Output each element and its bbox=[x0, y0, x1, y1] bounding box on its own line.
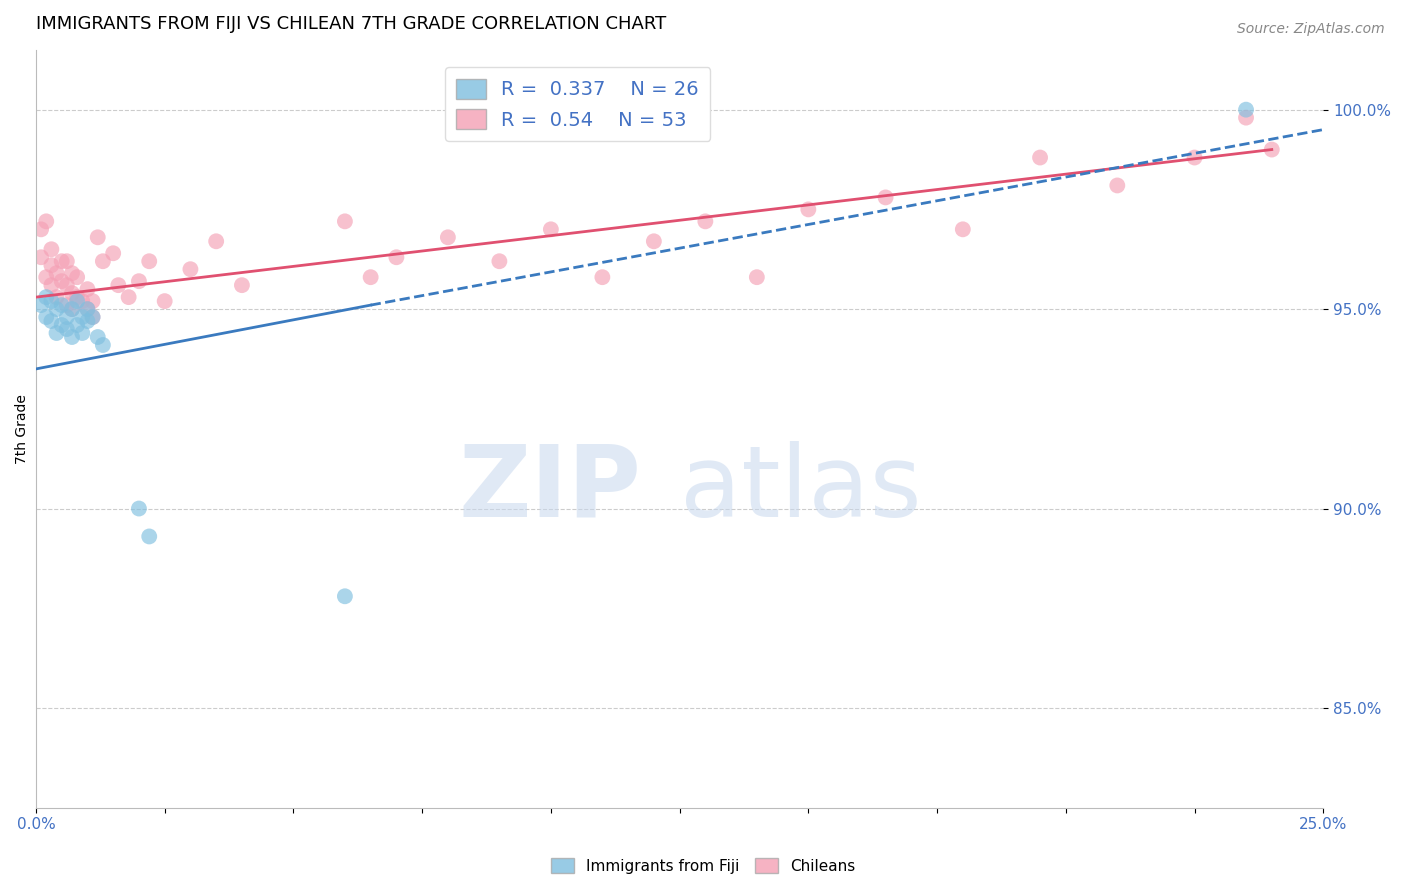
Point bbox=[35, 214, 58, 228]
Legend: R =  0.337    N = 26, R =  0.54    N = 53: R = 0.337 N = 26, R = 0.54 N = 53 bbox=[444, 67, 710, 141]
Point bbox=[87, 230, 110, 244]
Point bbox=[76, 302, 98, 317]
Point bbox=[56, 254, 79, 268]
Point bbox=[60, 330, 83, 344]
Point bbox=[488, 254, 510, 268]
Point bbox=[138, 254, 160, 268]
Point bbox=[35, 310, 58, 324]
Point bbox=[82, 294, 104, 309]
Point bbox=[138, 529, 160, 543]
Point bbox=[56, 278, 79, 293]
Point bbox=[51, 254, 73, 268]
Y-axis label: 7th Grade: 7th Grade bbox=[15, 394, 30, 464]
Point bbox=[591, 270, 613, 285]
Point bbox=[51, 318, 73, 332]
Point bbox=[35, 270, 58, 285]
Point bbox=[875, 190, 897, 204]
Point bbox=[76, 282, 98, 296]
Point bbox=[107, 278, 129, 293]
Legend: Immigrants from Fiji, Chileans: Immigrants from Fiji, Chileans bbox=[544, 852, 862, 880]
Point bbox=[66, 318, 89, 332]
Point bbox=[51, 274, 73, 288]
Point bbox=[695, 214, 717, 228]
Point bbox=[952, 222, 974, 236]
Point bbox=[205, 235, 228, 249]
Point bbox=[540, 222, 562, 236]
Text: IMMIGRANTS FROM FIJI VS CHILEAN 7TH GRADE CORRELATION CHART: IMMIGRANTS FROM FIJI VS CHILEAN 7TH GRAD… bbox=[37, 15, 666, 33]
Text: ZIP: ZIP bbox=[458, 441, 641, 538]
Point bbox=[82, 310, 104, 324]
Point bbox=[91, 338, 114, 352]
Point bbox=[60, 286, 83, 301]
Point bbox=[128, 501, 150, 516]
Point bbox=[179, 262, 201, 277]
Point bbox=[56, 310, 79, 324]
Point bbox=[72, 294, 94, 309]
Point bbox=[56, 298, 79, 312]
Point bbox=[82, 310, 104, 324]
Point bbox=[45, 326, 67, 340]
Point bbox=[41, 314, 63, 328]
Point bbox=[385, 250, 408, 264]
Point bbox=[45, 266, 67, 280]
Point bbox=[66, 290, 89, 304]
Point bbox=[797, 202, 820, 217]
Point bbox=[60, 302, 83, 317]
Point bbox=[41, 242, 63, 256]
Point bbox=[30, 222, 52, 236]
Point bbox=[745, 270, 768, 285]
Point bbox=[333, 589, 356, 603]
Point bbox=[66, 270, 89, 285]
Point bbox=[60, 266, 83, 280]
Point bbox=[117, 290, 139, 304]
Text: Source: ZipAtlas.com: Source: ZipAtlas.com bbox=[1237, 22, 1385, 37]
Point bbox=[1261, 143, 1284, 157]
Point bbox=[41, 294, 63, 309]
Point bbox=[56, 322, 79, 336]
Point bbox=[41, 258, 63, 272]
Point bbox=[66, 294, 89, 309]
Point bbox=[103, 246, 125, 260]
Point bbox=[35, 290, 58, 304]
Point bbox=[231, 278, 253, 293]
Point bbox=[72, 326, 94, 340]
Point bbox=[41, 278, 63, 293]
Point bbox=[76, 314, 98, 328]
Point bbox=[30, 250, 52, 264]
Point bbox=[360, 270, 382, 285]
Point bbox=[1184, 151, 1206, 165]
Point bbox=[1234, 103, 1257, 117]
Point bbox=[643, 235, 665, 249]
Point bbox=[72, 310, 94, 324]
Point bbox=[51, 298, 73, 312]
Point bbox=[87, 330, 110, 344]
Point bbox=[60, 302, 83, 317]
Point bbox=[333, 214, 356, 228]
Point bbox=[76, 302, 98, 317]
Point bbox=[91, 254, 114, 268]
Point bbox=[153, 294, 176, 309]
Point bbox=[1234, 111, 1257, 125]
Point bbox=[30, 298, 52, 312]
Point bbox=[45, 302, 67, 317]
Point bbox=[45, 290, 67, 304]
Point bbox=[1029, 151, 1052, 165]
Text: atlas: atlas bbox=[679, 441, 921, 538]
Point bbox=[1107, 178, 1129, 193]
Point bbox=[437, 230, 460, 244]
Point bbox=[128, 274, 150, 288]
